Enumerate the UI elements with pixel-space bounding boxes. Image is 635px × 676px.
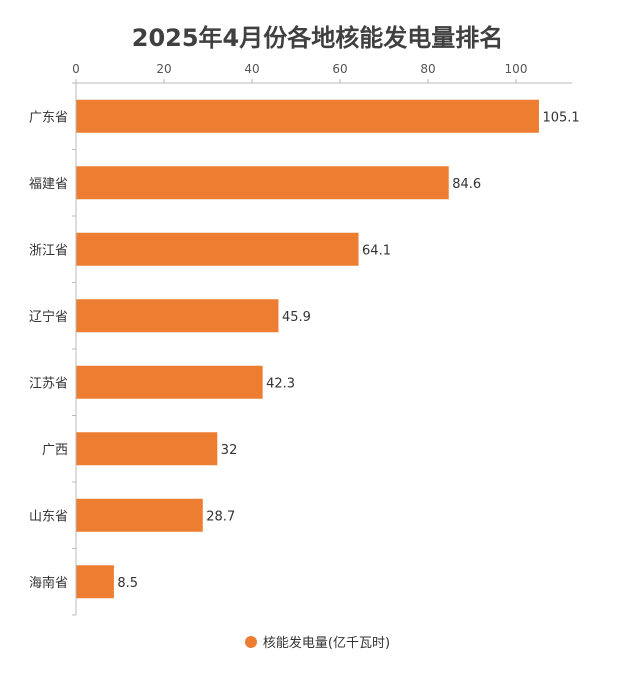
value-label-5: 32	[221, 443, 238, 458]
bar-5	[76, 432, 218, 466]
category-label-7: 海南省	[29, 575, 68, 591]
x-tick-label-5: 100	[505, 62, 528, 76]
value-label-7: 8.5	[117, 576, 138, 591]
legend[interactable]: 核能发电量(亿千瓦时)	[0, 632, 635, 651]
x-tick-label-0: 0	[72, 62, 80, 76]
value-label-4: 42.3	[266, 376, 295, 391]
category-label-0: 广东省	[29, 110, 68, 125]
value-label-1: 84.6	[452, 177, 481, 192]
bar-0	[76, 99, 539, 133]
legend-label: 核能发电量(亿千瓦时)	[262, 636, 391, 651]
category-label-6: 山东省	[29, 509, 68, 524]
value-label-3: 45.9	[282, 310, 311, 325]
legend-swatch	[244, 636, 257, 648]
category-label-1: 福建省	[29, 177, 68, 192]
category-label-2: 浙江省	[29, 243, 68, 258]
category-label-5: 广西	[42, 443, 68, 458]
x-tick-label-3: 60	[332, 62, 347, 76]
bar-3	[76, 299, 279, 333]
chart-title: 2025年4月份各地核能发电量排名	[131, 24, 504, 52]
value-label-0: 105.1	[542, 110, 579, 125]
value-label-2: 64.1	[362, 243, 391, 258]
x-tick-label-2: 40	[244, 62, 259, 76]
bar-7	[76, 565, 114, 599]
value-label-6: 28.7	[206, 509, 235, 524]
bar-4	[76, 365, 263, 399]
bar-6	[76, 498, 203, 532]
category-label-4: 江苏省	[29, 375, 68, 391]
x-tick-label-1: 20	[156, 62, 171, 76]
x-tick-label-4: 80	[420, 62, 435, 76]
category-label-3: 辽宁省	[29, 309, 68, 325]
bar-2	[76, 232, 359, 266]
bar-1	[76, 166, 449, 200]
